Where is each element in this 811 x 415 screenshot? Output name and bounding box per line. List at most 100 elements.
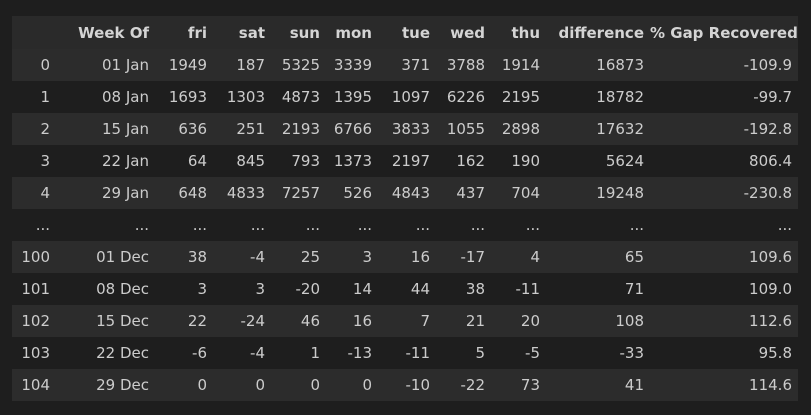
cell-thu: 73 xyxy=(491,369,546,401)
cell-week-of: 08 Dec xyxy=(56,273,155,305)
cell-row-index: 100 xyxy=(12,241,56,273)
cell-sat: 1303 xyxy=(213,81,271,113)
cell-tue: 4843 xyxy=(378,177,436,209)
cell-row-index: 0 xyxy=(12,49,56,81)
table-row: 3 22 Jan 64 845 793 1373 2197 162 190 5624 806.4 xyxy=(12,145,798,177)
cell-row-index: 102 xyxy=(12,305,56,337)
cell-difference: 41 xyxy=(546,369,650,401)
cell-tue: 7 xyxy=(378,305,436,337)
cell-difference: 65 xyxy=(546,241,650,273)
cell-thu: 704 xyxy=(491,177,546,209)
cell-sat: 3 xyxy=(213,273,271,305)
header-week-of: Week Of xyxy=(56,16,155,49)
cell-gap-recovered: 109.6 xyxy=(650,241,798,273)
cell-fri: 648 xyxy=(155,177,213,209)
cell-wed: 162 xyxy=(436,145,491,177)
cell-wed: 38 xyxy=(436,273,491,305)
cell-sun: 7257 xyxy=(271,177,326,209)
cell-week-of: 22 Dec xyxy=(56,337,155,369)
cell-thu: 20 xyxy=(491,305,546,337)
cell-fri: -6 xyxy=(155,337,213,369)
cell-mon: 1395 xyxy=(326,81,378,113)
cell-row-index: 101 xyxy=(12,273,56,305)
header-tue: tue xyxy=(378,16,436,49)
cell-mon: 16 xyxy=(326,305,378,337)
cell-wed: ... xyxy=(436,209,491,241)
cell-fri: 22 xyxy=(155,305,213,337)
cell-fri: 38 xyxy=(155,241,213,273)
cell-tue: 44 xyxy=(378,273,436,305)
cell-sun: 793 xyxy=(271,145,326,177)
cell-sat: -24 xyxy=(213,305,271,337)
cell-row-index: 2 xyxy=(12,113,56,145)
cell-wed: 6226 xyxy=(436,81,491,113)
header-fri: fri xyxy=(155,16,213,49)
cell-week-of: 22 Jan xyxy=(56,145,155,177)
cell-tue: -11 xyxy=(378,337,436,369)
header-thu: thu xyxy=(491,16,546,49)
cell-mon: 1373 xyxy=(326,145,378,177)
cell-week-of: 15 Jan xyxy=(56,113,155,145)
cell-gap-recovered: 112.6 xyxy=(650,305,798,337)
cell-row-index: 4 xyxy=(12,177,56,209)
cell-gap-recovered: -230.8 xyxy=(650,177,798,209)
cell-week-of: 01 Jan xyxy=(56,49,155,81)
cell-mon: 3 xyxy=(326,241,378,273)
cell-sat: -4 xyxy=(213,337,271,369)
table-row: 1 08 Jan 1693 1303 4873 1395 1097 6226 2195 18782… xyxy=(12,81,798,113)
cell-sat: 187 xyxy=(213,49,271,81)
cell-week-of: 15 Dec xyxy=(56,305,155,337)
cell-row-index: 104 xyxy=(12,369,56,401)
cell-fri: 3 xyxy=(155,273,213,305)
cell-wed: -17 xyxy=(436,241,491,273)
cell-difference: -33 xyxy=(546,337,650,369)
table-row: 103 22 Dec -6 -4 1 -13 -11 5 -5 -33 95.8 xyxy=(12,337,798,369)
cell-wed: 437 xyxy=(436,177,491,209)
cell-difference: 17632 xyxy=(546,113,650,145)
cell-gap-recovered: 114.6 xyxy=(650,369,798,401)
cell-mon: -13 xyxy=(326,337,378,369)
cell-gap-recovered: -99.7 xyxy=(650,81,798,113)
cell-week-of: 29 Dec xyxy=(56,369,155,401)
cell-wed: 1055 xyxy=(436,113,491,145)
cell-sun: 46 xyxy=(271,305,326,337)
cell-mon: 526 xyxy=(326,177,378,209)
table-row: 101 08 Dec 3 3 -20 14 44 38 -11 71 109.0 xyxy=(12,273,798,305)
cell-thu: -11 xyxy=(491,273,546,305)
cell-mon: 6766 xyxy=(326,113,378,145)
header-row: Week Of fri sat sun mon tue wed thu diff… xyxy=(12,16,798,49)
cell-fri: 64 xyxy=(155,145,213,177)
cell-week-of: ... xyxy=(56,209,155,241)
cell-thu: 1914 xyxy=(491,49,546,81)
cell-mon: 0 xyxy=(326,369,378,401)
cell-gap-recovered: -192.8 xyxy=(650,113,798,145)
cell-sun: ... xyxy=(271,209,326,241)
cell-wed: 5 xyxy=(436,337,491,369)
cell-tue: 371 xyxy=(378,49,436,81)
table-row: 104 29 Dec 0 0 0 0 -10 -22 73 41 114.6 xyxy=(12,369,798,401)
cell-thu: 190 xyxy=(491,145,546,177)
cell-gap-recovered: ... xyxy=(650,209,798,241)
cell-sat: 0 xyxy=(213,369,271,401)
cell-sun: 1 xyxy=(271,337,326,369)
cell-mon: 14 xyxy=(326,273,378,305)
cell-difference: ... xyxy=(546,209,650,241)
cell-thu: 4 xyxy=(491,241,546,273)
table-row: ................................. xyxy=(12,209,798,241)
header-gap-recovered: % Gap Recovered xyxy=(650,16,798,49)
table-body: 0 01 Jan 1949 187 5325 3339 371 3788 1914 16873 -1… xyxy=(12,49,798,401)
cell-difference: 19248 xyxy=(546,177,650,209)
cell-wed: 3788 xyxy=(436,49,491,81)
cell-gap-recovered: -109.9 xyxy=(650,49,798,81)
cell-tue: -10 xyxy=(378,369,436,401)
cell-wed: 21 xyxy=(436,305,491,337)
cell-tue: 2197 xyxy=(378,145,436,177)
cell-tue: 1097 xyxy=(378,81,436,113)
header-wed: wed xyxy=(436,16,491,49)
cell-difference: 71 xyxy=(546,273,650,305)
cell-week-of: 08 Jan xyxy=(56,81,155,113)
table-row: 0 01 Jan 1949 187 5325 3339 371 3788 1914 16873 -1… xyxy=(12,49,798,81)
cell-thu: -5 xyxy=(491,337,546,369)
cell-fri: 636 xyxy=(155,113,213,145)
cell-week-of: 29 Jan xyxy=(56,177,155,209)
